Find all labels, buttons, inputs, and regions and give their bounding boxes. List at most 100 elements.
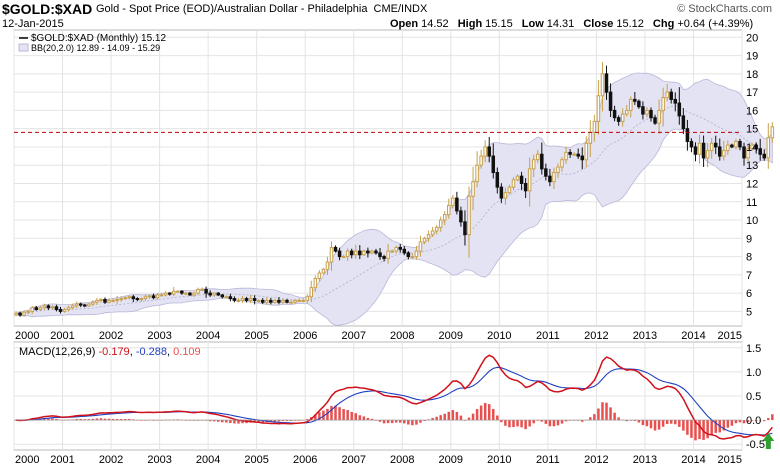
candle-body <box>410 256 415 259</box>
macd-histogram-bar <box>79 418 82 421</box>
close-label: Close <box>583 18 614 30</box>
macd-histogram-bar <box>366 417 370 421</box>
candle-body <box>386 250 390 259</box>
candle-body <box>442 214 447 221</box>
price-tick-label: 14 <box>746 142 758 154</box>
price-candles <box>14 61 775 317</box>
candle <box>293 299 297 305</box>
candle-body <box>46 305 51 309</box>
candle-body <box>430 230 435 236</box>
candle-body <box>572 153 576 156</box>
candle <box>689 138 694 153</box>
candle-body <box>244 298 249 301</box>
candle-body <box>426 234 431 239</box>
macd-histogram-bar <box>196 420 200 421</box>
macd-histogram-bar <box>593 414 596 421</box>
macd-histogram-bar <box>140 420 143 421</box>
macd-histogram-bar <box>637 420 641 423</box>
year-tick-label: 2010 <box>487 330 511 342</box>
macd-histogram-bar <box>496 415 499 421</box>
candle-body <box>220 294 225 298</box>
macd-year-tick-label: 2008 <box>390 454 414 465</box>
candle-body <box>523 182 528 192</box>
price-tick-label: 7 <box>746 270 752 282</box>
candle <box>269 298 273 305</box>
candle <box>624 104 629 117</box>
macd-histogram-bar <box>334 405 337 421</box>
macd-histogram-bar <box>556 420 560 426</box>
candle <box>50 305 55 310</box>
symbol-title: $GOLD:$XAD <box>2 1 93 17</box>
price-tick-label: 5 <box>746 306 752 318</box>
candle-body <box>382 256 386 259</box>
candle <box>172 287 176 297</box>
candle <box>673 92 678 112</box>
candle-body <box>99 299 103 302</box>
candle <box>184 291 188 296</box>
candle <box>240 295 245 303</box>
macd-histogram-bar <box>714 420 717 433</box>
candle <box>362 249 366 257</box>
macd-histogram-bar <box>269 420 273 422</box>
macd-histogram-bar <box>95 418 99 421</box>
candle <box>378 247 382 260</box>
candle <box>70 303 75 309</box>
candle <box>564 146 568 164</box>
macd-histogram-bar <box>475 409 479 421</box>
candle-body <box>447 204 451 216</box>
macd-histogram-bar <box>111 418 115 421</box>
candle <box>503 187 508 205</box>
candle <box>709 138 714 159</box>
macd-tick-label: 0.0 <box>746 415 761 427</box>
candle-body <box>463 221 467 236</box>
candle-body <box>487 146 491 157</box>
candle <box>252 295 257 305</box>
candle <box>580 147 584 170</box>
candle-body <box>693 146 698 155</box>
year-tick-label: 2013 <box>633 330 657 342</box>
macd-histogram-bar <box>297 420 301 421</box>
year-tick-label: 2008 <box>390 330 414 342</box>
macd-histogram-bar <box>415 420 418 425</box>
candle <box>637 99 641 109</box>
legend-price-text: $GOLD:$XAD (Monthly) 15.12 <box>31 33 166 44</box>
macd-year-tick-label: 2015 <box>718 454 742 465</box>
macd-histogram-bar <box>625 420 628 422</box>
candle-body <box>402 248 407 254</box>
candle-body <box>159 294 164 297</box>
macd-histogram-bar <box>483 402 487 421</box>
macd-histogram-bar <box>665 420 669 425</box>
candle-body <box>451 197 455 206</box>
candle-body <box>677 102 682 117</box>
macd-histogram-bar <box>645 420 649 427</box>
candle-body <box>641 106 645 115</box>
candle-body <box>176 290 180 293</box>
macd-histogram-bar <box>241 420 244 424</box>
macd-histogram-bar <box>407 420 410 425</box>
candle-body <box>681 115 686 130</box>
macd-histogram-bar <box>431 417 434 421</box>
candle <box>734 138 738 150</box>
macd-histogram-bar <box>520 420 523 428</box>
macd-histogram-bar <box>225 420 228 423</box>
candle-body <box>366 250 370 254</box>
year-tick-label: 2003 <box>147 330 171 342</box>
macd-histogram-bar <box>686 420 689 435</box>
candle <box>256 299 261 303</box>
candle-body <box>115 299 119 302</box>
year-tick-label: 2009 <box>439 330 463 342</box>
year-tick-label: 2001 <box>50 330 74 342</box>
candle-body <box>273 299 277 303</box>
macd-histogram-bar <box>221 420 224 423</box>
macd-histogram-bar <box>508 420 511 428</box>
open-label: Open <box>390 18 419 30</box>
legend-bb-text: BB(20,2.0) 12.89 - 14.09 - 15.29 <box>31 43 160 53</box>
candle-body <box>147 295 152 298</box>
candle <box>313 275 318 292</box>
candle-body <box>66 307 71 311</box>
macd-histogram-bar <box>411 420 414 426</box>
candle <box>750 142 754 151</box>
macd-histogram-bar <box>103 418 107 421</box>
candle <box>633 91 637 105</box>
macd-histogram-bar <box>754 419 758 421</box>
